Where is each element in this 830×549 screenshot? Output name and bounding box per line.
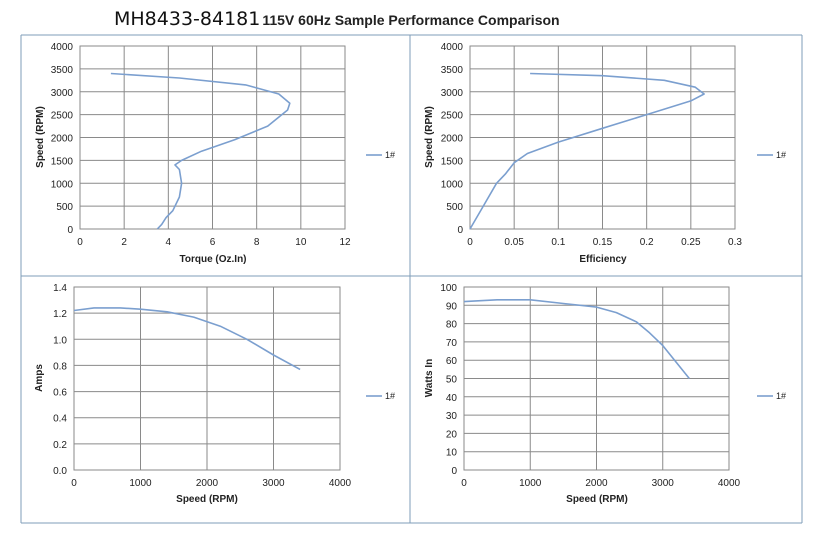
x-tick-label: 0 [71,478,77,489]
y-tick-label: 100 [440,283,457,294]
y-tick-label: 20 [446,429,458,440]
y-tick-label: 500 [56,202,73,213]
x-tick-label: 1000 [519,478,542,489]
x-axis-label: Speed (RPM) [176,494,238,505]
x-tick-label: 10 [295,237,307,248]
y-tick-label: 40 [446,393,458,404]
chart-panel-3: 0 1000 2000 3000 4000 0.0 0.2 0.4 0.6 0.8 1.0 1.2 1.… [34,283,395,505]
y-tick-label: 0.4 [53,414,67,425]
x-axis-label: Speed (RPM) [566,494,628,505]
x-axis-label: Efficiency [579,254,627,265]
x-tick-label: 0.05 [504,237,524,248]
series-line-1 [463,299,690,380]
legend-label: 1# [776,391,786,401]
y-tick-label: 10 [446,448,458,459]
y-tick-label: 0.8 [53,361,67,372]
y-tick-label: 1000 [441,179,464,190]
x-tick-label: 3000 [652,478,675,489]
y-tick-label: 1.0 [53,335,67,346]
y-tick-label: 3500 [51,65,74,76]
x-tick-label: 6 [210,237,216,248]
x-tick-label: 1000 [129,478,152,489]
model-number: MH8433-84181 [114,8,261,30]
y-axis-label: Amps [34,364,45,392]
y-tick-label: 500 [446,202,463,213]
y-tick-label: 1500 [51,156,74,167]
y-tick-label: 90 [446,301,458,312]
y-tick-label: 0.0 [53,466,67,477]
series-line-1 [469,72,705,230]
legend-label: 1# [385,391,395,401]
y-tick-label: 0 [67,225,73,236]
y-tick-label: 60 [446,356,458,367]
legend-label: 1# [385,150,395,160]
x-tick-label: 0.1 [551,237,565,248]
y-tick-label: 0.6 [53,388,67,399]
y-tick-label: 2500 [441,111,464,122]
comparison-title: 115V 60Hz Sample Performance Comparison [262,12,560,28]
series-line-1 [110,72,291,230]
x-tick-label: 2000 [585,478,608,489]
chart-panel-1: 0 2 4 6 8 10 12 0 500 1000 1500 2000 2500 3000 3500 400… [35,42,395,265]
x-tick-label: 0 [461,478,467,489]
x-tick-label: 0.2 [640,237,654,248]
x-tick-label: 0.25 [681,237,701,248]
x-tick-label: 4000 [329,478,352,489]
plot-area [469,45,736,230]
y-tick-label: 2500 [51,111,74,122]
y-tick-label: 4000 [51,42,74,53]
y-tick-label: 2000 [441,134,464,145]
chart-title: MH8433-84181 115V 60Hz Sample Performance… [114,8,560,30]
x-tick-label: 4000 [718,478,741,489]
y-tick-label: 80 [446,320,458,331]
legend-label: 1# [776,150,786,160]
plot-area [73,286,341,471]
x-tick-label: 4 [166,237,172,248]
y-tick-label: 1.4 [53,283,67,294]
y-tick-label: 1000 [51,179,74,190]
series-line-1 [73,307,301,371]
y-tick-label: 4000 [441,42,464,53]
x-tick-label: 0.3 [728,237,742,248]
y-tick-label: 50 [446,375,458,386]
x-tick-label: 3000 [262,478,285,489]
x-tick-label: 0 [77,237,83,248]
y-tick-label: 3500 [441,65,464,76]
y-axis-label: Watts In [424,359,435,398]
y-tick-label: 0 [457,225,463,236]
x-tick-label: 0.15 [593,237,613,248]
y-tick-label: 2000 [51,134,74,145]
y-tick-label: 3000 [441,88,464,99]
plot-area [79,45,346,230]
x-tick-label: 2000 [196,478,219,489]
chart-panel-2: 0 0.05 0.1 0.15 0.2 0.25 0.3 0 500 1000 1500 2000 25… [424,42,786,265]
x-tick-label: 0 [467,237,473,248]
chart-panel-4: 0 1000 2000 3000 4000 0 10 20 30 40 50 60 70 80 90 100 S… [424,283,786,505]
y-axis-label: Speed (RPM) [424,106,435,168]
x-tick-label: 2 [121,237,127,248]
x-axis-label: Torque (Oz.In) [179,254,246,265]
y-tick-label: 30 [446,411,458,422]
plot-area [463,286,730,471]
y-tick-label: 70 [446,338,458,349]
y-tick-label: 0 [451,466,457,477]
y-tick-label: 1.2 [53,309,67,320]
y-tick-label: 0.2 [53,440,67,451]
x-tick-label: 12 [339,237,351,248]
y-axis-label: Speed (RPM) [35,106,46,168]
x-tick-label: 8 [254,237,260,248]
y-tick-label: 1500 [441,156,464,167]
y-tick-label: 3000 [51,88,74,99]
